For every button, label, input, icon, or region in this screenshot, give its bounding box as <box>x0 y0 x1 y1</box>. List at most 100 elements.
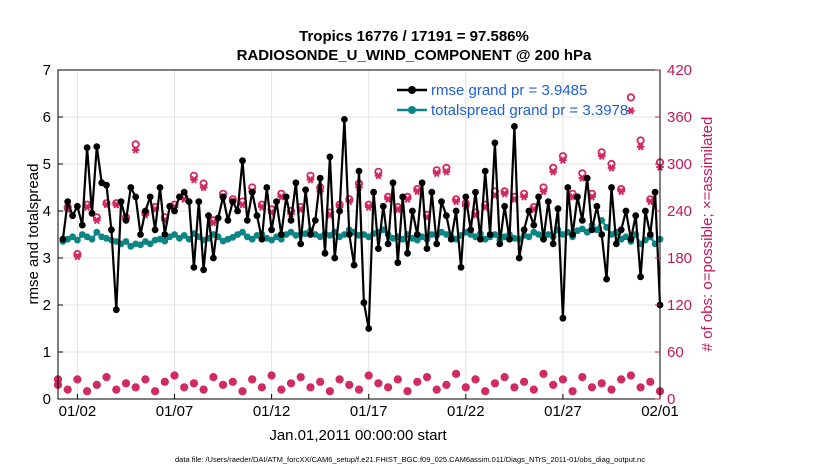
rmse-point <box>161 231 169 238</box>
rmse-point <box>530 221 538 229</box>
y-tick-left-label: 0 <box>43 391 51 408</box>
obs-assimilated-marker <box>627 106 634 115</box>
y-tick-left-label: 5 <box>43 156 51 173</box>
totalspread-point <box>69 233 76 241</box>
rmse-point <box>540 235 547 243</box>
chart-title-line2: RADIOSONDE_U_WIND_COMPONENT @ 200 hPa <box>237 47 592 64</box>
rmse-point <box>132 193 140 201</box>
rmse-point <box>603 275 610 283</box>
rmse-point <box>78 221 86 229</box>
rmse-point <box>418 179 426 187</box>
rmse-point <box>74 202 81 210</box>
obs-low-assimilated-marker <box>443 381 450 389</box>
rmse-point <box>481 167 489 175</box>
totalspread-point <box>180 232 188 239</box>
y-tick-left-label: 7 <box>43 62 51 79</box>
obs-low-assimilated-marker <box>239 387 246 395</box>
rmse-point <box>549 240 557 248</box>
y-tick-right-label: 60 <box>667 344 684 361</box>
rmse-line <box>61 118 662 330</box>
obs-low-assimilated-marker <box>540 370 547 378</box>
rmse-point <box>268 226 275 234</box>
rmse-point <box>477 235 484 243</box>
obs-low-assimilated-marker <box>152 387 159 395</box>
totalspread-point <box>248 235 256 243</box>
rmse-point <box>122 217 130 224</box>
obs-low-assimilated-marker <box>220 381 226 389</box>
rmse-point <box>462 193 470 201</box>
rmse-point <box>180 188 188 196</box>
obs-assimilated-marker <box>239 200 246 209</box>
totalspread-point <box>365 233 373 241</box>
obs-low-assimilated-marker <box>627 371 634 380</box>
y-tick-left-label: 2 <box>43 297 51 314</box>
rmse-point <box>176 193 183 201</box>
obs-low-assimilated-marker <box>356 385 362 394</box>
rmse-point <box>185 198 193 206</box>
rmse-point <box>210 254 217 262</box>
rmse-point <box>69 212 76 220</box>
rmse-point <box>156 184 164 191</box>
obs-assimilated-marker <box>200 183 207 192</box>
obs-assimilated-marker <box>278 193 285 201</box>
obs-assimilated-marker <box>540 187 547 196</box>
obs-low-assimilated-marker <box>647 377 654 386</box>
rmse-point <box>229 198 237 206</box>
rmse-point <box>59 235 67 243</box>
rmse-point <box>263 184 271 191</box>
y-tick-right-label: 120 <box>667 297 692 314</box>
obs-assimilated-marker <box>443 168 450 176</box>
obs-assimilated-marker <box>375 171 382 180</box>
obs-low-assimilated-marker <box>307 383 314 392</box>
obs-possible-marker <box>626 93 636 102</box>
rmse-point <box>394 259 402 267</box>
plot-frame <box>57 69 661 400</box>
obs-low-assimilated-marker <box>637 383 644 392</box>
rmse-point <box>200 266 208 274</box>
obs-low-assimilated-marker <box>375 379 382 388</box>
obs-assimilated-marker <box>598 152 605 160</box>
rmse-point <box>617 226 625 234</box>
y-tick-left-label: 3 <box>43 250 51 267</box>
rmse-point <box>243 217 251 224</box>
rmse-point <box>379 202 387 210</box>
x-tick-label: 01/02 <box>59 403 97 420</box>
x-tick-label: 01/22 <box>447 403 485 420</box>
rmse-point <box>433 240 441 248</box>
obs-assimilated-marker <box>191 175 197 184</box>
obs-low-assimilated-marker <box>559 375 566 384</box>
x-tick-label: 01/17 <box>350 403 388 420</box>
obs-low-assimilated-marker <box>608 385 615 394</box>
obs-low-assimilated-marker <box>394 375 401 384</box>
rmse-point <box>316 174 324 182</box>
obs-low-assimilated-marker <box>511 383 518 392</box>
rmse-point <box>142 207 149 215</box>
obs-assimilated-marker <box>482 203 489 211</box>
obs-assimilated-marker <box>113 200 120 209</box>
obs-low-assimilated-marker <box>482 387 489 395</box>
rmse-point <box>127 184 135 191</box>
obs-assimilated-marker <box>501 189 508 198</box>
obs-low-assimilated-marker <box>142 375 149 384</box>
rmse-point <box>637 273 644 281</box>
x-tick-label: 02/01 <box>641 403 679 420</box>
obs-assimilated-marker <box>394 205 401 214</box>
obs-low-assimilated-marker <box>492 379 498 388</box>
rmse-point <box>224 217 232 224</box>
obs-low-assimilated-marker <box>171 371 178 380</box>
totalspread-point <box>122 238 130 245</box>
obs-assimilated-marker <box>307 175 314 184</box>
obs-assimilated-marker <box>210 218 217 227</box>
rmse-point <box>389 179 397 187</box>
rmse-point <box>297 240 305 248</box>
rmse-point <box>341 116 348 123</box>
totalspread-point <box>593 226 601 234</box>
obs-low-assimilated-marker <box>191 379 197 388</box>
rmse-point <box>311 217 319 224</box>
rmse-point <box>651 188 659 196</box>
x-tick-label: 01/12 <box>253 403 291 420</box>
obs-assimilated-marker <box>637 142 644 151</box>
obs-low-assimilated-marker <box>569 387 576 395</box>
rmse-point <box>93 143 101 151</box>
